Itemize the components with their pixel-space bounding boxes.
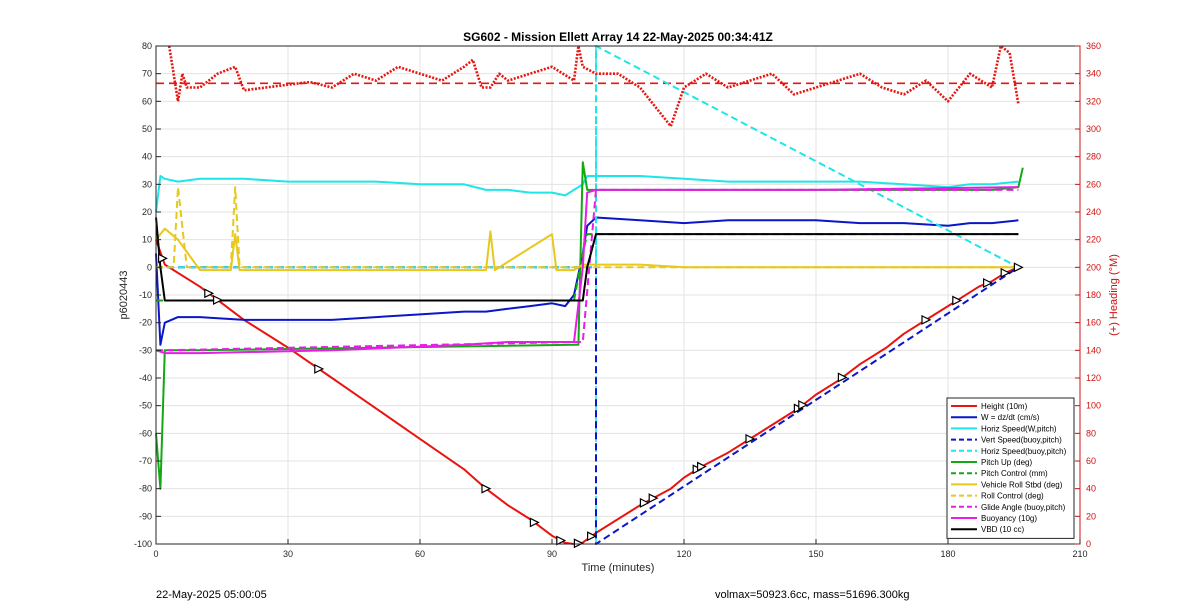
legend-label: Height (10m) xyxy=(981,402,1028,411)
height-direction-marker xyxy=(921,314,932,325)
x-tick-label: 30 xyxy=(283,549,293,559)
y-tick-label: -20 xyxy=(139,318,152,328)
legend-label: VBD (10 cc) xyxy=(981,525,1024,534)
legend-label: Horiz Speed(buoy,pitch) xyxy=(981,447,1067,456)
x-tick-label: 120 xyxy=(676,549,691,559)
y2-axis-label: (+) Heading (°M) xyxy=(1108,254,1120,336)
y2-tick-label: 80 xyxy=(1086,428,1096,438)
height-direction-marker xyxy=(314,363,325,374)
height-direction-marker xyxy=(556,535,567,546)
y2-tick-label: 180 xyxy=(1086,290,1101,300)
height-direction-marker xyxy=(639,497,650,508)
height-direction-marker xyxy=(745,433,756,444)
y2-tick-label: 20 xyxy=(1086,511,1096,521)
legend-label: Pitch Up (deg) xyxy=(981,458,1032,467)
y2-tick-label: 300 xyxy=(1086,124,1101,134)
y-tick-label: -70 xyxy=(139,456,152,466)
x-tick-label: 150 xyxy=(808,549,823,559)
y-tick-label: 50 xyxy=(142,124,152,134)
y-tick-label: 80 xyxy=(142,41,152,51)
y2-tick-label: 160 xyxy=(1086,318,1101,328)
y2-tick-label: 120 xyxy=(1086,373,1101,383)
legend-box xyxy=(946,397,1075,539)
height-direction-marker xyxy=(586,531,597,542)
x-tick-label: 180 xyxy=(940,549,955,559)
footer-timestamp: 22-May-2025 05:00:05 xyxy=(156,589,267,601)
y2-tick-label: 140 xyxy=(1086,345,1101,355)
y2-tick-label: 60 xyxy=(1086,456,1096,466)
series-line-1 xyxy=(155,216,1019,346)
legend-label: W = dz/dt (cm/s) xyxy=(981,413,1040,422)
chart-title: SG602 - Mission Ellett Array 14 22-May-2… xyxy=(463,30,773,44)
footer-volume-mass: volmax=50923.6cc, mass=51696.300kg xyxy=(715,589,910,601)
series-line-12 xyxy=(167,44,1020,128)
y-tick-label: 40 xyxy=(142,152,152,162)
y-tick-label: -60 xyxy=(139,428,152,438)
y2-tick-label: 240 xyxy=(1086,207,1101,217)
height-direction-marker xyxy=(1000,267,1011,278)
y-tick-label: -40 xyxy=(139,373,152,383)
height-direction-marker xyxy=(573,538,584,549)
y-tick-label: 70 xyxy=(142,69,152,79)
legend-label: Roll Control (deg) xyxy=(981,492,1044,501)
legend-label: Horiz Speed(W,pitch) xyxy=(981,424,1057,433)
y-axis-label: p6020443 xyxy=(118,271,130,320)
y-tick-label: -10 xyxy=(139,290,152,300)
y2-tick-label: 280 xyxy=(1086,152,1101,162)
y2-tick-label: 40 xyxy=(1086,484,1096,494)
y-tick-label: 10 xyxy=(142,235,152,245)
y-tick-label: -50 xyxy=(139,401,152,411)
legend-label: Glide Angle (buoy,pitch) xyxy=(981,503,1066,512)
height-direction-marker xyxy=(837,372,848,383)
series-line-0 xyxy=(155,239,1019,545)
series-line-11 xyxy=(155,217,1019,302)
x-tick-label: 60 xyxy=(415,549,425,559)
height-direction-marker xyxy=(1013,262,1024,273)
y-tick-label: -30 xyxy=(139,345,152,355)
y-tick-label: -80 xyxy=(139,484,152,494)
y-tick-label: 20 xyxy=(142,207,152,217)
height-direction-marker xyxy=(213,295,223,305)
y2-tick-label: 260 xyxy=(1086,179,1101,189)
y-tick-label: -100 xyxy=(134,539,152,549)
y2-tick-label: 340 xyxy=(1086,69,1101,79)
legend-label: Pitch Control (mm) xyxy=(981,469,1048,478)
height-direction-marker xyxy=(529,517,540,528)
height-direction-marker xyxy=(648,493,659,504)
series-line-10 xyxy=(155,186,1019,355)
height-direction-marker xyxy=(204,288,215,299)
height-direction-marker xyxy=(481,483,492,494)
series-line-2 xyxy=(155,175,1019,213)
x-axis-label: Time (minutes) xyxy=(582,562,655,574)
x-tick-label: 210 xyxy=(1072,549,1087,559)
y2-tick-label: 200 xyxy=(1086,262,1101,272)
y2-tick-label: 320 xyxy=(1086,96,1101,106)
height-direction-marker xyxy=(982,278,993,288)
y2-tick-label: 220 xyxy=(1086,235,1101,245)
height-direction-marker xyxy=(696,461,707,472)
x-tick-label: 0 xyxy=(153,549,158,559)
legend-label: Vehicle Roll Stbd (deg) xyxy=(981,480,1063,489)
y-tick-label: 30 xyxy=(142,179,152,189)
height-direction-marker xyxy=(798,400,809,410)
legend-label: Buoyancy (10g) xyxy=(981,514,1037,523)
series-line-8 xyxy=(156,186,1019,269)
legend: Height (10m) W = dz/dt (cm/s) Horiz Speed(… xyxy=(946,397,1075,539)
y2-tick-label: 100 xyxy=(1086,401,1101,411)
y-tick-label: -90 xyxy=(139,511,152,521)
y-tick-label: 60 xyxy=(142,96,152,106)
y2-tick-label: 360 xyxy=(1086,41,1101,51)
legend-label: Vert Speed(buoy,pitch) xyxy=(981,436,1062,445)
y2-tick-label: 0 xyxy=(1086,539,1091,549)
y-tick-label: 0 xyxy=(147,262,152,272)
height-direction-marker xyxy=(158,253,168,264)
height-direction-marker xyxy=(952,295,963,306)
x-tick-label: 90 xyxy=(547,549,557,559)
